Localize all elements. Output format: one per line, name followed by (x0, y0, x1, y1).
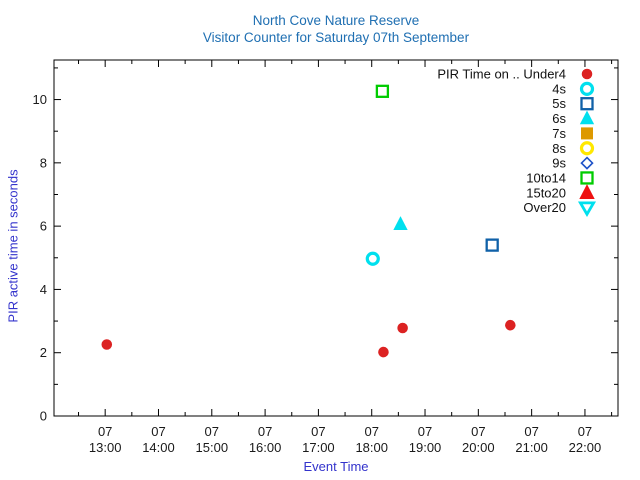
data-points (101, 84, 516, 358)
legend-marker-triangle-down-open (577, 201, 597, 218)
legend-label: 8s (552, 141, 566, 156)
x-axis-label: Event Time (303, 459, 369, 474)
data-point-6s (393, 216, 408, 230)
legend: PIR Time on .. Under44s5s6s7s8s9s10to141… (437, 67, 597, 218)
x-tick-date: 07 (471, 424, 485, 439)
x-tick-date: 07 (205, 424, 219, 439)
legend-item: 9s (552, 156, 594, 171)
data-point-5s (485, 238, 499, 252)
data-point-10to14 (375, 84, 390, 98)
y-tick-label: 8 (40, 155, 47, 170)
legend-item: 4s (552, 81, 595, 96)
legend-marker-diamond-open (580, 156, 594, 170)
legend-label: 4s (552, 81, 566, 96)
chart-title: North Cove Nature Reserve (252, 13, 420, 28)
legend-item: 7s (552, 126, 593, 141)
x-tick-date: 07 (578, 424, 592, 439)
y-tick-label: 4 (40, 282, 47, 297)
legend-marker-triangle-up-filled (579, 184, 595, 199)
x-tick-date: 07 (98, 424, 112, 439)
data-point-Under4 (101, 339, 113, 350)
data-point-Under4 (397, 322, 408, 334)
legend-item: Over20 (523, 200, 597, 218)
y-axis-ticks (54, 67, 618, 417)
legend-item: 15to20 (526, 184, 595, 200)
x-tick-date: 07 (258, 424, 272, 439)
x-tick-date: 07 (364, 424, 378, 439)
y-tick-labels: 0 2 4 6 8 10 (33, 92, 47, 423)
x-axis-ticks (78, 60, 613, 416)
legend-label: 10to14 (526, 170, 566, 185)
y-tick-label: 10 (33, 92, 47, 107)
x-tick-labels: 0713:000714:000715:000716:000717:000718:… (89, 424, 601, 455)
x-tick-date: 07 (151, 424, 165, 439)
legend-marker-square-open (580, 97, 594, 111)
x-tick-date: 07 (524, 424, 538, 439)
y-tick-label: 6 (40, 219, 47, 234)
legend-label: 5s (552, 96, 566, 111)
y-axis-label: PIR active time in seconds (5, 169, 21, 323)
legend-marker-square-open (580, 171, 594, 185)
legend-label: 9s (552, 156, 566, 171)
legend-label: Over20 (523, 200, 566, 215)
data-point-4s (365, 251, 380, 266)
data-point-Under4 (378, 346, 389, 358)
legend-marker-triangle-up-filled (579, 110, 595, 125)
plot-border (53, 59, 619, 417)
legend-marker-square-filled (581, 127, 593, 140)
x-tick-time: 14:00 (142, 440, 175, 455)
chart-title-block: North Cove Nature Reserve Visitor Counte… (54, 12, 618, 46)
x-tick-time: 20:00 (462, 440, 495, 455)
legend-marker-circle-open (579, 81, 595, 96)
legend-label: PIR Time on .. Under4 (437, 67, 566, 82)
x-tick-time: 15:00 (196, 440, 229, 455)
x-tick-time: 16:00 (249, 440, 282, 455)
legend-item: PIR Time on .. Under4 (437, 67, 593, 82)
x-tick-time: 21:00 (515, 440, 548, 455)
x-tick-time: 17:00 (302, 440, 335, 455)
x-tick-time: 22:00 (569, 440, 602, 455)
legend-item: 6s (552, 110, 595, 126)
data-point-Under4 (505, 319, 516, 331)
legend-item: 10to14 (526, 170, 594, 185)
chart-subtitle: Visitor Counter for Saturday 07th Septem… (202, 30, 470, 45)
legend-marker-circle-filled (581, 68, 593, 80)
y-tick-label: 0 (40, 409, 47, 424)
legend-item: 8s (552, 141, 595, 156)
legend-label: 6s (552, 111, 566, 126)
legend-label: 15to20 (526, 185, 566, 200)
x-tick-time: 13:00 (89, 440, 122, 455)
x-tick-date: 07 (418, 424, 432, 439)
x-tick-time: 18:00 (355, 440, 388, 455)
legend-marker-circle-open (579, 141, 595, 156)
x-tick-date: 07 (311, 424, 325, 439)
legend-item: 5s (552, 96, 594, 111)
y-tick-label: 2 (40, 345, 47, 360)
legend-label: 7s (552, 126, 566, 141)
x-tick-time: 19:00 (409, 440, 442, 455)
